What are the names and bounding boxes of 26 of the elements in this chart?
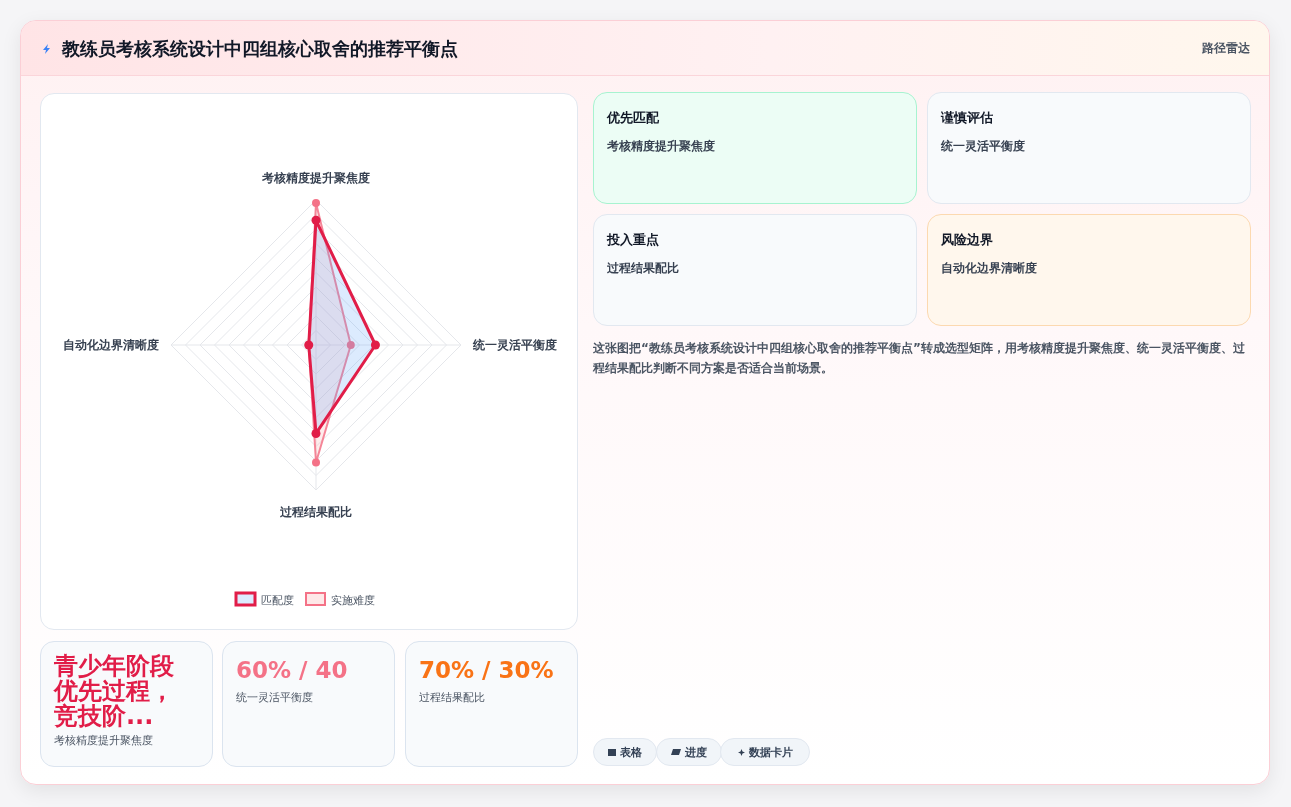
text: 考核精度提升聚焦度 bbox=[54, 733, 154, 748]
spoke-label: 自动化边界清晰度 bbox=[63, 338, 159, 352]
text: 投入重点 bbox=[607, 231, 660, 249]
text: 优先匹配 bbox=[607, 109, 660, 127]
text: 谨慎评估 bbox=[941, 109, 994, 127]
text: 自动化边界清晰度 bbox=[941, 261, 1038, 276]
spoke-label: 过程结果配比 bbox=[279, 505, 352, 519]
text: 统一灵活平衡度 bbox=[236, 690, 314, 705]
chart-title: 教练员考核系统设计中四组核心取舍的推荐平衡点 bbox=[62, 37, 458, 61]
text: 风险边界 bbox=[941, 231, 994, 249]
text: 统一灵活平衡度 bbox=[941, 139, 1026, 154]
text: 数据卡片 bbox=[748, 744, 793, 760]
text: 70% / 30% bbox=[419, 656, 555, 684]
text: 路径雷达 bbox=[1202, 40, 1250, 57]
text: 这张图把“教练员考核系统设计中四组核心取舍的推荐平衡点”转成选型矩阵，用考核精度提升聚焦度、统一灵活平衡度、过程结果配比判断不同方案是否适合当前场景。 bbox=[593, 340, 1246, 377]
spoke-label: 考核精度提升聚焦度 bbox=[261, 171, 370, 185]
text: 过程结果配比 bbox=[419, 690, 486, 705]
text: 进度 bbox=[685, 744, 707, 760]
spoke-label: 统一灵活平衡度 bbox=[472, 338, 557, 352]
text: 过程结果配比 bbox=[607, 261, 680, 276]
legend-label: 匹配度 bbox=[261, 594, 294, 607]
text: 表格 bbox=[620, 744, 642, 760]
text: 60% / 40 bbox=[236, 656, 349, 684]
legend-label: 实施难度 bbox=[331, 594, 375, 607]
text: 青少年阶段优先过程，竞技阶... bbox=[54, 652, 175, 730]
text: 考核精度提升聚焦度 bbox=[607, 139, 716, 154]
